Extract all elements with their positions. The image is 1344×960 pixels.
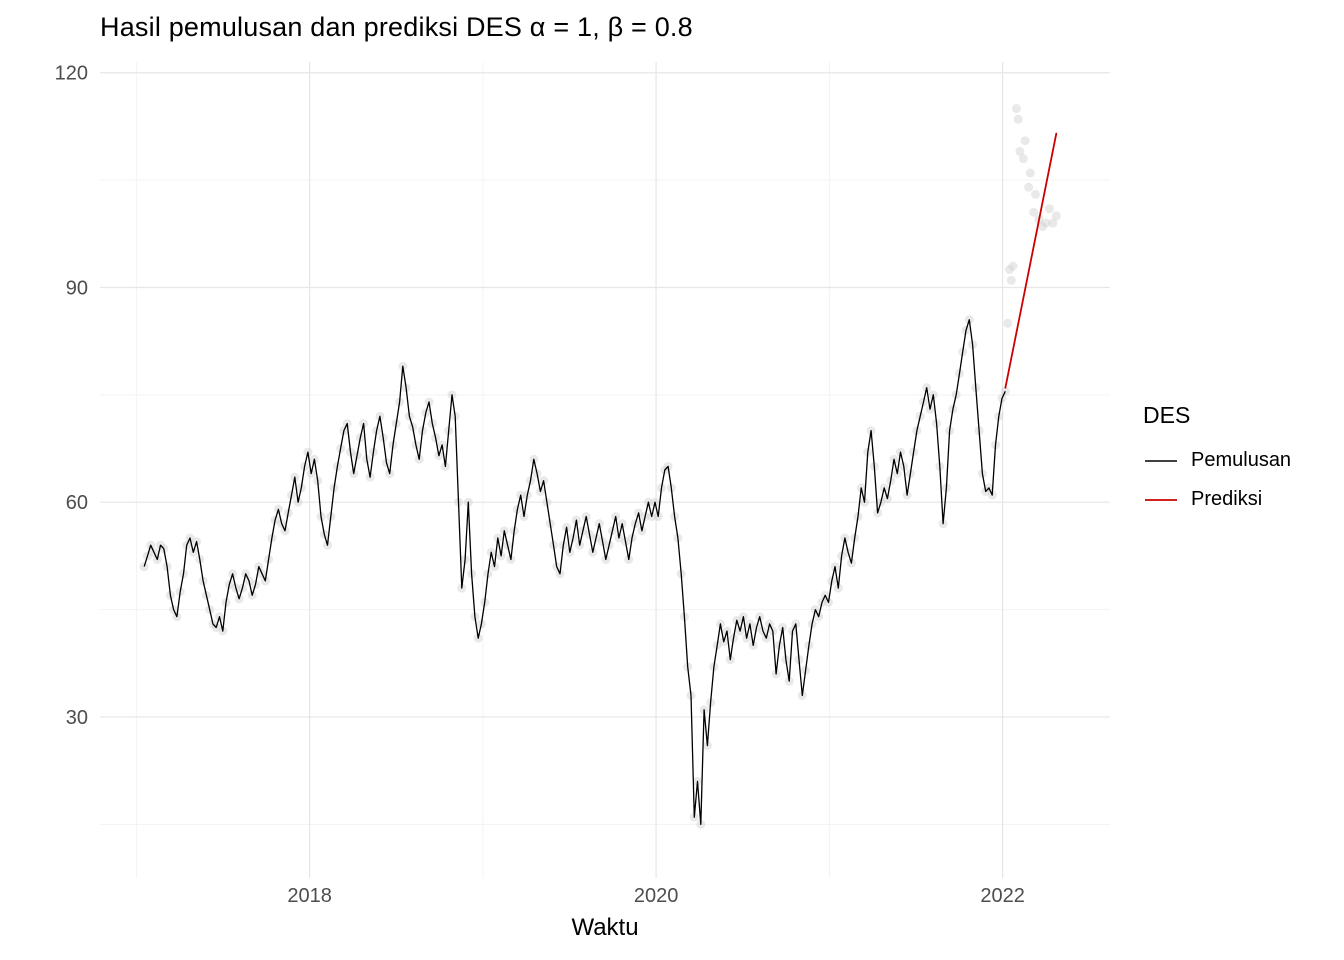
legend-title: DES xyxy=(1143,402,1191,428)
data-point xyxy=(1008,261,1018,271)
legend-item-pemulusan: Pemulusan xyxy=(1143,449,1338,472)
pemulusan-line xyxy=(143,319,1006,825)
data-point xyxy=(139,562,149,572)
data-point xyxy=(1048,218,1058,228)
data-point xyxy=(1013,114,1023,124)
data-point xyxy=(1015,146,1025,156)
chart-title: Hasil pemulusan dan prediksi DES α = 1, … xyxy=(100,12,693,42)
data-point xyxy=(1051,211,1061,221)
y-tick-label: 60 xyxy=(66,492,88,514)
data-point xyxy=(1031,189,1041,199)
data-point xyxy=(1025,168,1035,178)
prediksi-line-swatch xyxy=(1143,489,1179,511)
legend-item-prediksi: Prediksi xyxy=(1143,488,1338,511)
data-point xyxy=(1041,218,1051,228)
x-tick-label: 2022 xyxy=(980,885,1025,907)
x-tick-label: 2018 xyxy=(287,885,332,907)
data-point xyxy=(1044,204,1054,214)
prediksi-line xyxy=(1004,132,1058,389)
x-axis-title: Waktu xyxy=(571,914,639,941)
data-point xyxy=(1037,222,1047,232)
data-point xyxy=(1024,182,1034,192)
data-point xyxy=(1003,318,1013,328)
pemulusan-line-swatch xyxy=(1143,450,1179,472)
y-tick-label: 120 xyxy=(55,63,88,85)
y-tick-label: 90 xyxy=(66,277,88,299)
y-tick-label: 30 xyxy=(66,707,88,729)
data-point xyxy=(1005,265,1015,275)
data-point xyxy=(1006,275,1016,285)
legend-label-prediksi: Prediksi xyxy=(1191,488,1263,510)
data-point xyxy=(1000,386,1010,396)
data-point xyxy=(1011,104,1021,114)
data-point xyxy=(1029,207,1039,217)
legend: DES Pemulusan Prediksi xyxy=(1143,402,1338,527)
legend-label-pemulusan: Pemulusan xyxy=(1191,449,1292,471)
x-tick-label: 2020 xyxy=(634,885,679,907)
data-point xyxy=(1018,154,1028,164)
data-point xyxy=(1020,136,1030,146)
